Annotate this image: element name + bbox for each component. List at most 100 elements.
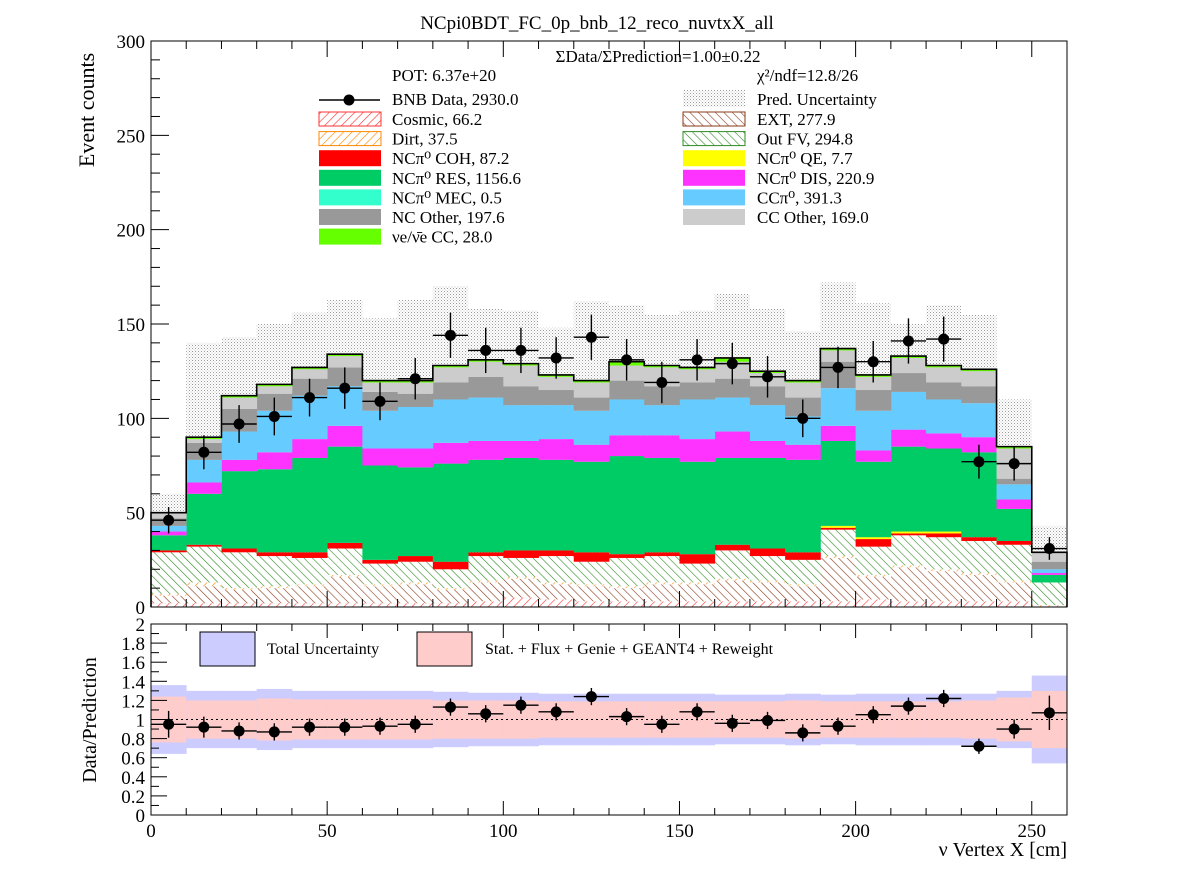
stack-bar-4 <box>890 533 927 536</box>
stack-bar-2 <box>468 580 504 583</box>
stack-bar-11 <box>926 367 962 383</box>
legend-swatch <box>683 150 745 167</box>
stack-bar-3 <box>996 544 1033 581</box>
data-point <box>902 335 914 347</box>
legend-swatch <box>319 169 381 186</box>
stack-bar-12 <box>221 395 258 398</box>
x-tick-label: 150 <box>665 821 694 842</box>
stack-bar-12 <box>961 369 997 372</box>
stack-bar-1 <box>327 576 363 604</box>
stack-bar-10 <box>855 390 892 411</box>
stack-bar-0 <box>221 603 258 607</box>
x-tick-label: 50 <box>318 821 337 842</box>
ratio-y-axis-label: Data/Prediction <box>79 657 101 783</box>
ratio-point <box>973 740 985 752</box>
stack-bar-7 <box>186 482 222 494</box>
legend-swatch <box>683 169 745 186</box>
stack-bar-2 <box>714 578 751 581</box>
stack-bar-12 <box>291 367 328 370</box>
data-points <box>151 312 1067 560</box>
stack-bar-2 <box>538 582 575 585</box>
syst-uncertainty-swatch <box>416 631 473 667</box>
stack-bar-1 <box>468 582 504 602</box>
stack-bar-2 <box>609 586 645 589</box>
legend-swatch <box>318 111 382 127</box>
stack-bar-6 <box>644 457 680 553</box>
stack-bar-12 <box>785 380 821 383</box>
stack-bar-1 <box>291 586 328 604</box>
stack-bar-0 <box>397 603 434 607</box>
ratio-point <box>832 720 844 732</box>
stack-bar-9 <box>468 397 504 441</box>
stack-bar-1 <box>679 584 716 602</box>
stack-bar-11 <box>221 397 258 409</box>
stack-bar-10 <box>1031 561 1068 570</box>
syst-uncertainty-label: Stat. + Flux + Genie + GEANT4 + Reweight <box>485 641 774 658</box>
stack-bar-1 <box>961 574 997 602</box>
stack-bar-6 <box>503 457 539 551</box>
stack-bar-6 <box>609 456 645 555</box>
stack-bar-2 <box>1031 605 1068 607</box>
total-uncertainty-swatch <box>199 631 256 667</box>
stack-bar-1 <box>432 590 469 604</box>
stack-bar-1 <box>609 588 645 602</box>
legend-label: NCπ⁰ RES, 1156.6 <box>392 169 521 188</box>
ratio-point <box>409 718 421 730</box>
pot-text: POT: 6.37e+20 <box>392 66 496 85</box>
stack-bar-9 <box>679 399 716 440</box>
ratio-y-tick-label: 0.8 <box>121 730 145 751</box>
legend-label: NCπ⁰ DIS, 220.9 <box>757 169 874 188</box>
data-point <box>515 344 527 356</box>
stack-bar-0 <box>327 603 363 607</box>
stack-bar-4 <box>644 552 680 557</box>
stack-bar-1 <box>890 567 927 602</box>
stack-bar-0 <box>926 601 962 607</box>
stack-bar-4 <box>714 544 751 551</box>
stack-bar-4 <box>785 552 821 560</box>
stack-bar-6 <box>468 459 504 553</box>
stack-bar-4 <box>503 550 539 558</box>
stack-bar-2 <box>820 556 857 558</box>
stack-bar-0 <box>890 601 927 607</box>
stack-bar-6 <box>397 467 434 557</box>
stack-bar-4 <box>855 539 892 547</box>
ratio-x-axis: 0 50 100 150 200 250 <box>146 624 1068 842</box>
main-legend: ΣData/ΣPrediction=1.00±0.22 POT: 6.37e+2… <box>318 47 877 247</box>
stack-bar-6 <box>256 469 293 553</box>
stack-bar-2 <box>996 580 1033 583</box>
x-tick-label: 100 <box>489 821 518 842</box>
stack-bar-2 <box>151 593 187 596</box>
stack-bar-3 <box>961 540 997 574</box>
ratio-y-tick-label: 1.2 <box>121 691 145 712</box>
ratio-point <box>656 718 668 730</box>
stack-bar-5 <box>890 531 927 534</box>
stack-bar-11 <box>785 382 821 398</box>
stack-bar-3 <box>820 529 857 557</box>
stack-bar-10 <box>397 393 434 408</box>
stack-bar-1 <box>573 586 610 602</box>
stack-bar-5 <box>820 525 857 528</box>
stack-bar-1 <box>397 584 434 604</box>
data-point <box>233 418 245 430</box>
stack-bar-7 <box>820 425 857 441</box>
ratio-point <box>585 691 597 703</box>
stack-bar-12 <box>573 380 610 383</box>
legend-label: NCπ⁰ MEC, 0.5 <box>392 188 502 207</box>
stack-bar-9 <box>186 459 222 483</box>
stack-bar-1 <box>221 590 258 604</box>
stack-bar-7 <box>714 431 751 458</box>
stack-bar-3 <box>609 557 645 587</box>
stack-bar-10 <box>679 382 716 400</box>
stack-bar-4 <box>151 550 187 553</box>
stack-bar-2 <box>256 586 293 589</box>
legend-label: Dirt, 37.5 <box>392 130 458 149</box>
ratio-y-tick-label: 0.2 <box>121 787 145 808</box>
total-uncertainty-label: Total Uncertainty <box>267 641 379 658</box>
ratio-point <box>444 701 456 713</box>
ratio-point <box>938 692 950 704</box>
stack-bar-6 <box>1031 574 1068 583</box>
data-point <box>550 352 562 364</box>
y-tick-label: 300 <box>117 32 146 53</box>
data-point <box>585 331 597 343</box>
